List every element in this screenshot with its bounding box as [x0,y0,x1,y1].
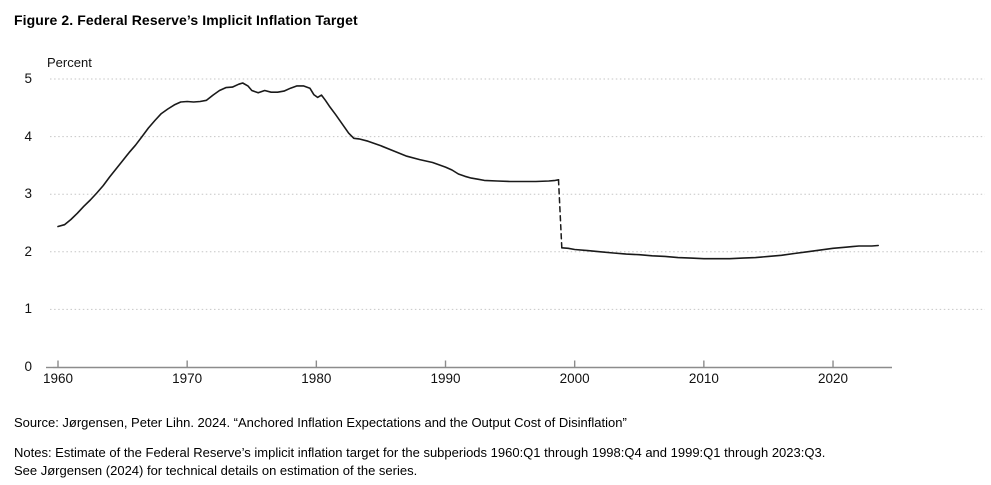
notes-text: Notes: Estimate of the Federal Reserve’s… [14,445,826,479]
inflation-target-chart [46,78,985,369]
x-tick-label: 1970 [172,371,203,386]
x-tick-label: 2020 [817,371,849,386]
y-tick-label: 1 [24,301,32,317]
chart-area: Percent 0 1 2 3 4 5 1960 1970 1980 1990 2000 2010 20… [24,55,985,386]
target-line-segment-2 [560,244,880,260]
x-tick-label: 2000 [559,371,590,386]
y-tick-label: 5 [24,71,32,86]
y-tick-label: 4 [24,128,32,144]
page-title: Figure 2. Federal Reserve’s Implicit Inf… [14,12,358,28]
regime-break-connector [557,179,563,249]
y-axis-unit-label: Percent [47,55,92,70]
y-tick-label: 0 [24,359,32,374]
x-tick-label: 2010 [688,371,719,386]
target-line-segment-1 [57,82,560,228]
y-tick-label: 3 [24,186,32,202]
source-text: Source: Jørgensen, Peter Lihn. 2024. “An… [14,415,627,430]
x-tick-label: 1960 [42,371,74,386]
y-tick-label: 2 [24,243,32,259]
x-tick-label: 1990 [430,371,461,386]
x-tick-label: 1980 [301,371,332,386]
